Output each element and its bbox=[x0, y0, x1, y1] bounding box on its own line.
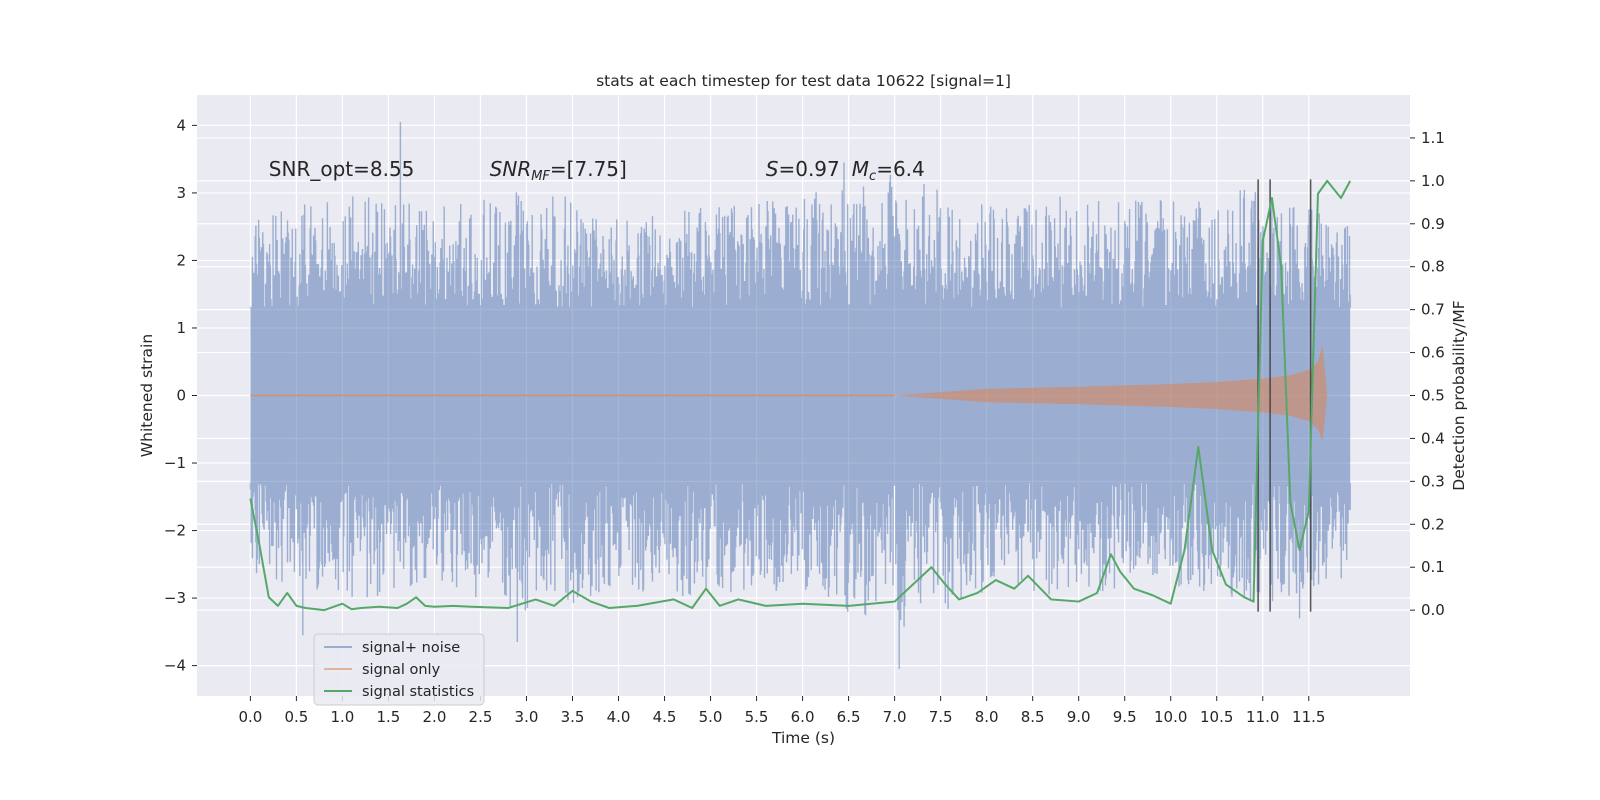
chart-title: stats at each timestep for test data 106… bbox=[596, 72, 1011, 90]
x-tick-label: 1.0 bbox=[330, 708, 354, 726]
noise-series-line bbox=[249, 122, 1351, 669]
y-tick-label: 0 bbox=[176, 387, 186, 405]
x-tick-label: 7.0 bbox=[883, 708, 907, 726]
mc-subscript: c bbox=[869, 169, 876, 184]
x-tick-label: 6.5 bbox=[837, 708, 861, 726]
snr-mf-value: =[7.75] bbox=[550, 157, 627, 181]
right-axis-label: Detection probability/MF bbox=[1450, 300, 1468, 491]
right-tick-label: 0.4 bbox=[1421, 429, 1445, 447]
signal-only-series bbox=[894, 344, 1328, 442]
right-tick-label: 0.3 bbox=[1421, 472, 1445, 490]
mc-value: =6.4 bbox=[876, 157, 925, 181]
x-tick-label: 2.5 bbox=[469, 708, 493, 726]
x-tick-label: 11.5 bbox=[1292, 708, 1325, 726]
y-tick-label: −1 bbox=[164, 454, 186, 472]
x-tick-label: 1.5 bbox=[376, 708, 400, 726]
y-tick-label: −4 bbox=[164, 657, 186, 675]
right-tick-label: 0.1 bbox=[1421, 558, 1445, 576]
snr-mf-annotation: SNRMF=[7.75] bbox=[490, 157, 627, 184]
x-tick-label: 4.0 bbox=[607, 708, 631, 726]
x-tick-label: 10.5 bbox=[1200, 708, 1233, 726]
x-axis-label: Time (s) bbox=[771, 729, 835, 747]
x-tick-label: 3.0 bbox=[515, 708, 539, 726]
x-tick-label: 5.5 bbox=[745, 708, 769, 726]
x-tick-label: 11.0 bbox=[1246, 708, 1279, 726]
y-tick-label: 3 bbox=[176, 184, 186, 202]
right-tick-label: 0.7 bbox=[1421, 301, 1445, 319]
right-tick-label: 0.9 bbox=[1421, 215, 1445, 233]
snr-opt-annotation: SNR_opt=8.55 bbox=[269, 157, 415, 181]
x-tick-label: 9.5 bbox=[1113, 708, 1137, 726]
x-tick-label: 4.5 bbox=[653, 708, 677, 726]
y-tick-label: 1 bbox=[176, 319, 186, 337]
y-tick-label: −2 bbox=[164, 522, 186, 540]
x-tick-label: 7.5 bbox=[929, 708, 953, 726]
signal-statistics-line bbox=[249, 179, 1352, 612]
mc-symbol: M bbox=[852, 157, 869, 181]
right-tick-label: 0.5 bbox=[1421, 387, 1445, 405]
legend bbox=[313, 633, 485, 706]
legend-label: signal only bbox=[362, 662, 441, 678]
right-tick-label: 0.6 bbox=[1421, 344, 1445, 362]
x-tick-label: 0.0 bbox=[238, 708, 262, 726]
x-tick-label: 0.5 bbox=[284, 708, 308, 726]
snr-mf-symbol: SNR bbox=[490, 157, 532, 181]
snr-mf-subscript: MF bbox=[531, 169, 550, 184]
x-tick-label: 6.0 bbox=[791, 708, 815, 726]
x-tick-label: 5.0 bbox=[699, 708, 723, 726]
right-tick-label: 1.1 bbox=[1421, 129, 1445, 147]
s-value: =0.97 bbox=[778, 157, 839, 181]
right-tick-label: 0.0 bbox=[1421, 601, 1445, 619]
x-tick-label: 3.5 bbox=[561, 708, 585, 726]
right-tick-label: 0.8 bbox=[1421, 258, 1445, 276]
y-tick-label: 2 bbox=[176, 251, 186, 269]
y-axis-label: Whitened strain bbox=[138, 334, 156, 457]
x-tick-label: 9.0 bbox=[1067, 708, 1091, 726]
x-tick-label: 8.5 bbox=[1021, 708, 1045, 726]
legend-label: signal statistics bbox=[362, 684, 474, 700]
y-tick-label: −3 bbox=[164, 589, 186, 607]
right-tick-label: 0.2 bbox=[1421, 515, 1445, 533]
legend-label: signal+ noise bbox=[362, 640, 460, 656]
s-mc-annotation: S=0.97 Mc=6.4 bbox=[766, 157, 925, 184]
y-tick-label: 4 bbox=[176, 116, 186, 134]
x-tick-label: 2.0 bbox=[423, 708, 447, 726]
s-symbol: S bbox=[766, 157, 779, 181]
x-tick-label: 10.0 bbox=[1154, 708, 1187, 726]
right-tick-label: 1.0 bbox=[1421, 172, 1445, 190]
x-tick-label: 8.0 bbox=[975, 708, 999, 726]
